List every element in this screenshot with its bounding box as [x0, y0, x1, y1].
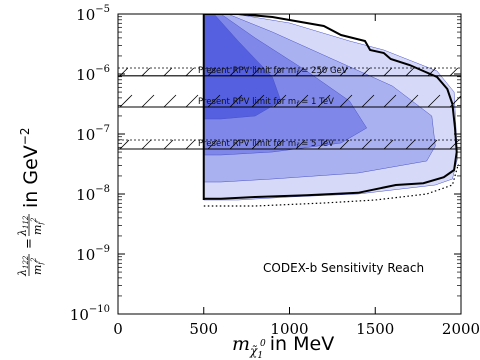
inset-label: CODEX-b Sensitivity Reach: [263, 261, 424, 275]
y-tick-label--5: 10−5: [76, 4, 110, 24]
x-axis-title: mχ̃10 in MeV: [232, 333, 334, 360]
rpv-limit-label-1: Present RPV limit for mf̃ = 250 GeV: [198, 66, 348, 77]
x-tick-label-0: 0: [113, 320, 123, 338]
y-tick-label--10: 10−10: [70, 304, 110, 324]
rpv-limit-labels: Present RPV limit for mf̃ = 250 GeV Prese…: [198, 66, 348, 150]
rpv-limit-band-1: [118, 67, 461, 77]
rpv-limit-label-2: Present RPV limit for mf̃ = 1 TeV: [198, 97, 334, 108]
svg-text:mf̃2: mf̃2: [30, 217, 45, 235]
svg-text:λ112: λ112: [16, 215, 30, 237]
sensitivity-region-4: [203, 14, 282, 120]
x-axis-ticks: 0 500 1000 1500 2000: [113, 14, 480, 338]
reach-curves: [202, 14, 459, 207]
reach-curve: [203, 14, 458, 200]
svg-text:mf̃2: mf̃2: [30, 257, 45, 275]
x-tick-label-2000: 2000: [442, 320, 480, 338]
svg-text:in GeV−2: in GeV−2: [18, 128, 42, 208]
svg-text:λ122: λ122: [16, 255, 30, 277]
x-tick-label-1000: 1000: [270, 320, 308, 338]
y-tick-label--8: 10−8: [76, 184, 110, 204]
svg-text:=: =: [22, 238, 37, 249]
y-axis-ticks: 10−5 10−6 10−7 10−8 10−9 10−10: [70, 4, 461, 324]
y-tick-label--9: 10−9: [76, 244, 110, 264]
y-tick-label--6: 10−6: [76, 64, 110, 84]
rpv-limit-band-2: [118, 94, 461, 108]
y-tick-label--7: 10−7: [76, 124, 110, 144]
rpv-limit-bands: [118, 67, 461, 150]
rpv-limit-label-3: Present RPV limit for mf̃ = 5 TeV: [198, 139, 334, 150]
y-axis-title: λ122 mf̃2 = λ112 mf̃2 in GeV−2: [16, 128, 45, 277]
x-tick-label-500: 500: [189, 320, 218, 338]
x-tick-label-1500: 1500: [356, 320, 394, 338]
rpv-limit-band-3: [118, 139, 461, 150]
